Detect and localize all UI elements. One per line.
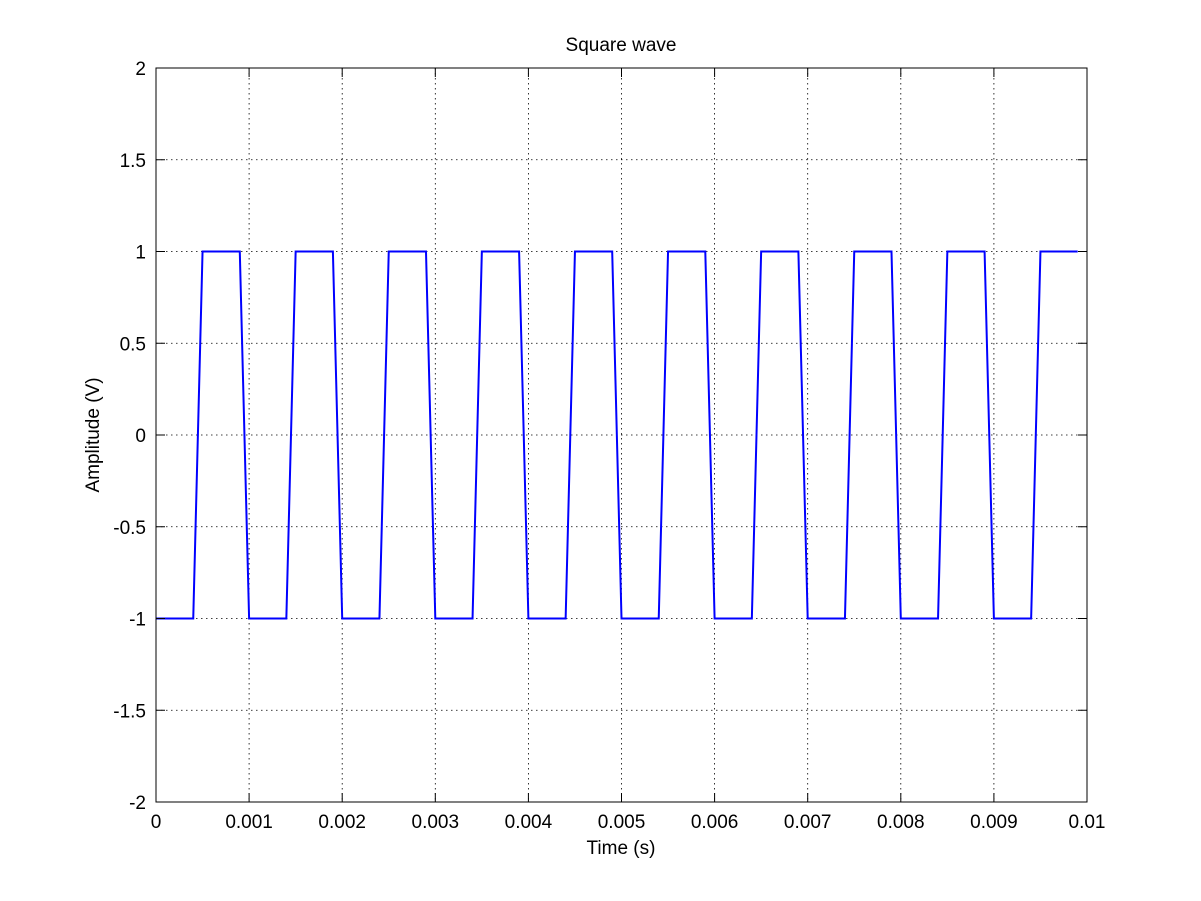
y-tick-label: 2	[135, 59, 146, 80]
x-tick-label: 0.005	[598, 812, 646, 833]
y-tick-label: 1	[135, 243, 146, 264]
y-tick-label: 0.5	[120, 334, 146, 355]
x-tick-label: 0.006	[691, 812, 739, 833]
square-wave-series-line	[156, 250, 1078, 620]
y-tick-labels: 2 1.5 1 0.5 0 -0.5 -1 -1.5 -2	[113, 59, 146, 814]
series-layer	[156, 250, 1078, 620]
x-tick-label: 0.01	[1069, 812, 1106, 833]
x-tick-label: 0.003	[412, 812, 460, 833]
y-tick-label: 1.5	[120, 151, 146, 172]
y-tick-label: -1.5	[113, 701, 146, 722]
x-tick-label: 0.002	[318, 812, 366, 833]
x-tick-label: 0.007	[784, 812, 832, 833]
y-tick-label: -1	[129, 610, 146, 631]
x-tick-labels: 0 0.001 0.002 0.003 0.004 0.005 0.006 0.007 0.00…	[151, 812, 1106, 833]
x-tick-label: 0.004	[505, 812, 553, 833]
y-tick-label: -2	[129, 793, 146, 814]
chart-title: Square wave	[566, 35, 677, 56]
y-axis-label: Amplitude (V)	[83, 377, 104, 492]
x-tick-label: 0.009	[970, 812, 1018, 833]
y-tick-label: -0.5	[113, 518, 146, 539]
tick-marks	[155, 67, 1088, 803]
x-tick-label: 0.008	[877, 812, 925, 833]
x-tick-label: 0	[151, 812, 162, 833]
y-tick-label: 0	[135, 426, 146, 447]
x-tick-label: 0.001	[225, 812, 273, 833]
x-axis-label: Time (s)	[587, 838, 656, 859]
